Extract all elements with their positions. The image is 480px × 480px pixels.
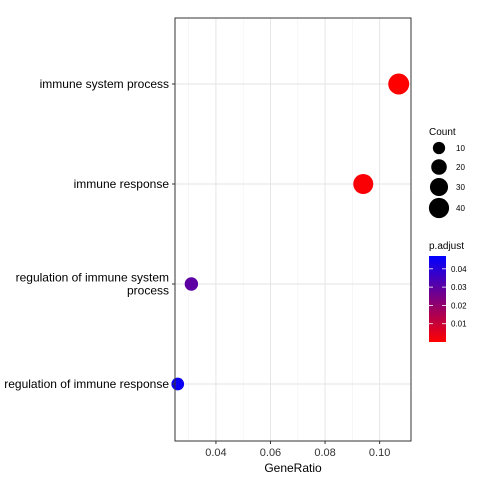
y-tick-label: immune response xyxy=(74,177,170,191)
data-point xyxy=(353,173,374,195)
x-axis-title: GeneRatio xyxy=(264,461,322,475)
p-adjust-legend-title: p.adjust xyxy=(429,241,464,252)
count-legend-label: 30 xyxy=(456,183,465,192)
count-legend-title: Count xyxy=(429,127,456,138)
x-tick-label: 0.10 xyxy=(369,447,390,459)
data-point xyxy=(184,277,199,291)
x-axis: 0.04 0.06 0.08 0.10 xyxy=(205,441,390,459)
count-legend: Count 10 20 30 40 xyxy=(428,127,465,219)
y-tick-label: immune system process xyxy=(40,77,169,91)
p-adjust-label: 0.04 xyxy=(451,265,467,274)
count-legend-key xyxy=(431,159,447,175)
count-legend-label: 20 xyxy=(456,163,465,172)
y-tick-label: regulation of immune response xyxy=(4,377,169,391)
x-tick-label: 0.08 xyxy=(314,447,335,459)
p-adjust-legend: p.adjust 0.04 0.03 0.02 0.01 xyxy=(429,241,467,342)
p-adjust-label: 0.01 xyxy=(451,320,467,329)
data-point xyxy=(388,73,410,95)
plot-panel xyxy=(175,18,411,441)
y-tick-label: regulation of immune system xyxy=(16,271,169,285)
count-legend-key xyxy=(429,177,449,197)
count-legend-label: 10 xyxy=(456,144,465,153)
y-axis: immune system process immune response regu… xyxy=(4,77,175,391)
count-legend-key xyxy=(428,197,450,219)
p-adjust-colorbar xyxy=(429,256,446,342)
count-legend-label: 40 xyxy=(456,204,465,213)
p-adjust-label: 0.02 xyxy=(451,301,467,310)
panel-border xyxy=(174,17,412,442)
x-tick-label: 0.06 xyxy=(260,447,281,459)
y-tick-label: process xyxy=(127,284,169,298)
x-tick-label: 0.04 xyxy=(205,447,226,459)
p-adjust-label: 0.03 xyxy=(451,283,467,292)
count-legend-key xyxy=(432,141,446,155)
